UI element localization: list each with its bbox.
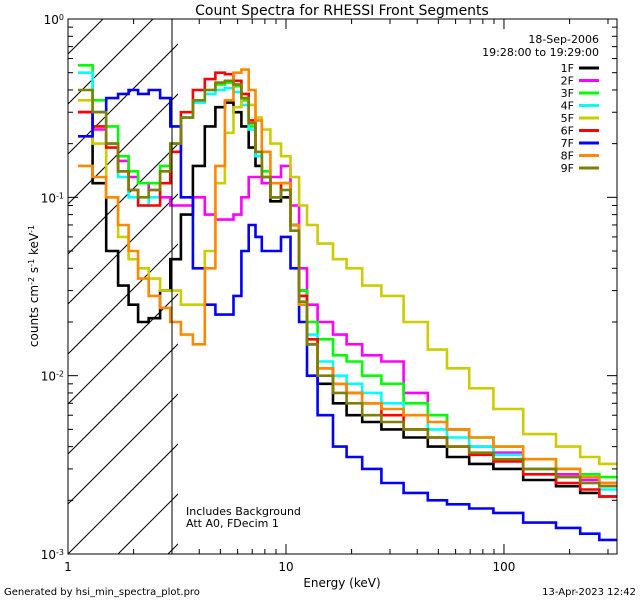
x-tick-label: 1 (64, 560, 72, 574)
annotation-attenuator: Att A0, FDecim 1 (186, 517, 279, 530)
series-line-9F (78, 79, 617, 488)
annotation-background: Includes Background (186, 505, 301, 518)
hatch-line (0, 19, 3, 554)
series-lines (78, 64, 617, 542)
hatch-line (68, 443, 178, 554)
hatch-line (68, 93, 178, 205)
y-label-exp-2: -1 (27, 259, 36, 267)
legend-label-8F: 8F (561, 150, 574, 163)
series-line-7F (78, 88, 617, 542)
date-label: 18-Sep-2006 (528, 33, 599, 46)
y-label-exp-3: -1 (27, 225, 36, 233)
y-axis-label: counts cm-2 s-1 keV-1 (27, 225, 42, 347)
x-axis-label: Energy (keV) (303, 576, 380, 590)
series-line-2F (78, 110, 617, 485)
hatched-region (0, 19, 640, 554)
y-tick-label: 100 (44, 13, 64, 28)
y-tick-exponent: -1 (56, 191, 64, 200)
chart-title: Count Spectra for RHESSI Front Segments (195, 3, 489, 19)
series-line-8F (78, 68, 617, 485)
hatch-line (68, 243, 178, 355)
footer-generator: Generated by hsi_min_spectra_plot.pro (4, 587, 200, 598)
x-tick-label: 10 (278, 560, 293, 574)
time-range-label: 19:28:00 to 19:29:00 (482, 46, 599, 59)
hatch-line (68, 343, 178, 455)
legend-label-9F: 9F (561, 162, 574, 175)
legend-label-3F: 3F (561, 87, 574, 100)
series-line-1F (78, 101, 617, 498)
y-tick-exponent: -2 (56, 369, 64, 378)
y-tick-exponent: -3 (56, 548, 64, 557)
y-tick-base: 10 (44, 13, 59, 27)
footer-timestamp: 13-Apr-2023 12:42 (542, 587, 636, 598)
series-line-4F (78, 71, 617, 491)
y-label-part-2: s (27, 267, 41, 277)
y-tick-label: 10-2 (41, 369, 64, 384)
y-tick-exponent: 0 (59, 13, 64, 22)
hatch-line (618, 19, 640, 554)
y-tick-base: 10 (41, 191, 56, 205)
y-tick-base: 10 (41, 370, 56, 384)
x-axis: 1 10 100 (64, 19, 609, 574)
series-line-5F (78, 96, 617, 466)
legend-label-7F: 7F (561, 137, 574, 150)
legend-label-4F: 4F (561, 100, 574, 113)
y-label-exp-1: -2 (27, 277, 36, 285)
hatch-line (68, 43, 178, 155)
legend-label-5F: 5F (561, 112, 574, 125)
y-tick-label: 10-1 (41, 191, 64, 206)
legend-label-6F: 6F (561, 125, 574, 138)
hatch-line (68, 19, 154, 105)
plot-frame (67, 18, 618, 555)
y-tick-label: 10-3 (41, 548, 64, 563)
y-label-part-1: counts cm (27, 285, 41, 347)
hatch-line (68, 143, 178, 255)
hatch-line (68, 193, 178, 305)
y-tick-base: 10 (41, 548, 56, 562)
x-tick-label: 100 (493, 560, 516, 574)
legend-label-1F: 1F (561, 62, 574, 75)
hatch-line (68, 393, 178, 505)
y-label-part-3: keV (27, 232, 41, 259)
legend-label-2F: 2F (561, 75, 574, 88)
